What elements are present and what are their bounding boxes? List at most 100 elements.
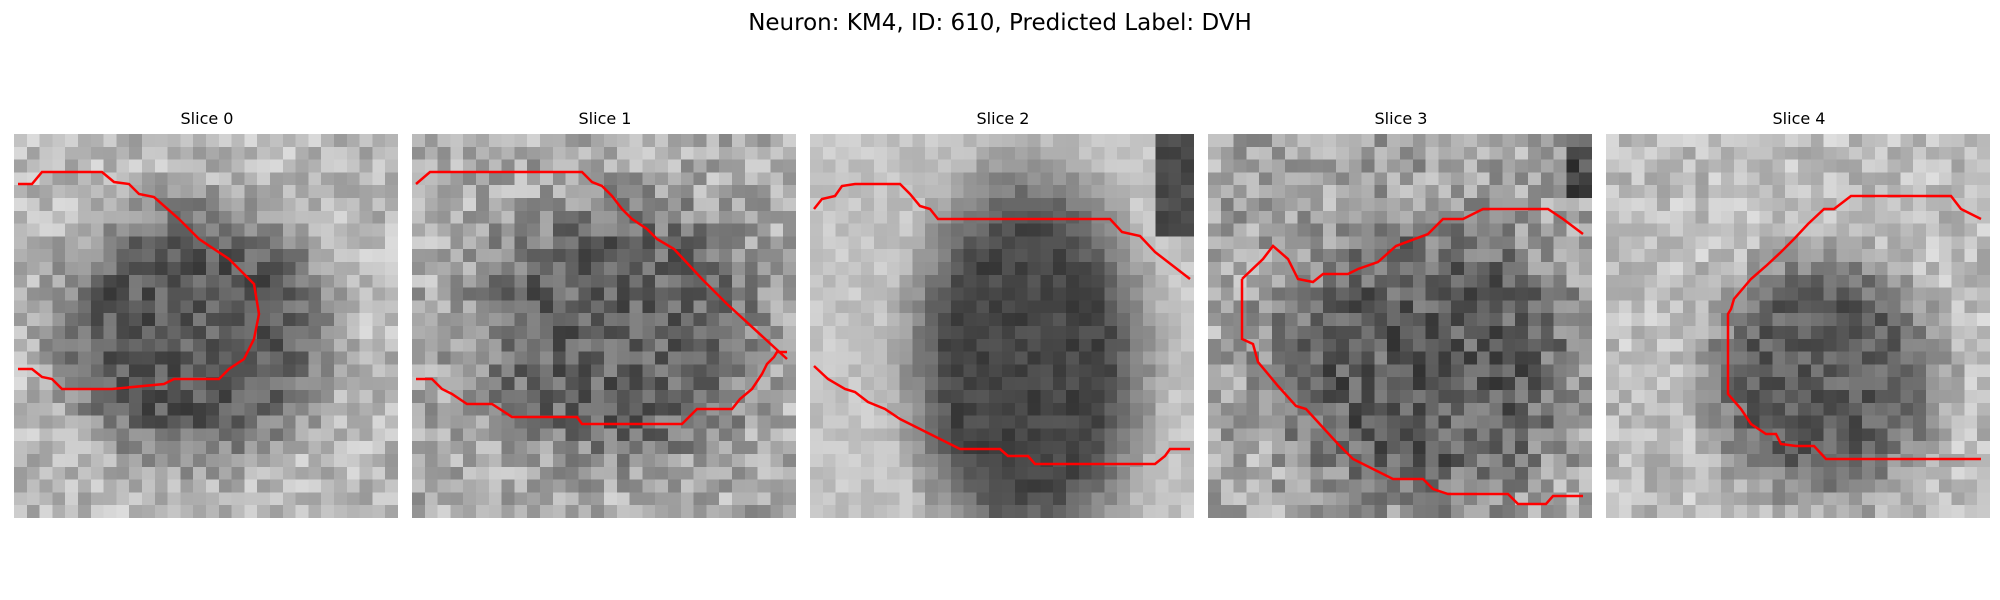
pixel: [14, 172, 28, 186]
pixel: [1387, 223, 1401, 237]
pixel: [488, 479, 503, 493]
pixel: [783, 146, 796, 161]
pixel: [1361, 415, 1375, 429]
pixel: [1464, 198, 1478, 212]
pixel: [270, 428, 284, 442]
pixel: [1142, 287, 1157, 301]
pixel: [976, 338, 990, 353]
pixel: [565, 415, 579, 429]
pixel: [1078, 198, 1093, 212]
pixel: [1618, 428, 1633, 442]
pixel: [989, 390, 1003, 404]
pixel: [1040, 185, 1054, 199]
pixel: [257, 185, 271, 199]
pixel: [540, 300, 554, 314]
pixel: [861, 274, 875, 289]
pixel: [1862, 364, 1876, 378]
pixel: [193, 479, 207, 493]
pixel: [90, 210, 105, 225]
pixel: [1887, 351, 1901, 365]
pixel: [1168, 159, 1182, 173]
pixel: [1874, 428, 1889, 442]
pixel: [963, 134, 977, 148]
pixel: [231, 300, 245, 314]
pixel: [167, 479, 181, 493]
pixel: [1951, 287, 1965, 301]
pixel: [1412, 402, 1427, 417]
pixel: [1002, 262, 1016, 276]
pixel: [1040, 146, 1054, 161]
pixel: [1002, 146, 1016, 161]
pixel: [1412, 338, 1427, 353]
pixel: [1400, 326, 1414, 340]
pixel: [1772, 313, 1786, 327]
pixel: [359, 274, 373, 289]
pixel: [1785, 377, 1799, 391]
pixel: [1515, 428, 1529, 442]
pixel: [116, 466, 130, 481]
pixel: [835, 351, 849, 365]
pixel: [770, 402, 784, 417]
pixel: [1708, 198, 1722, 212]
pixel: [167, 223, 181, 237]
pixel: [540, 313, 554, 327]
pixel: [1284, 249, 1299, 263]
pixel: [1284, 364, 1299, 378]
pixel: [308, 415, 322, 429]
pixel: [1670, 479, 1684, 493]
pixel: [1682, 300, 1697, 314]
pixel: [1323, 338, 1337, 353]
pixel: [1900, 210, 1914, 225]
pixel: [552, 146, 567, 161]
pixel: [1027, 441, 1041, 455]
pixel: [334, 300, 348, 314]
pixel: [142, 505, 156, 518]
pixel: [1053, 428, 1067, 442]
pixel: [1310, 402, 1324, 417]
pixel: [989, 364, 1003, 378]
pixel: [861, 326, 875, 340]
pixel: [1040, 274, 1054, 289]
pixel: [552, 338, 567, 353]
pixel: [642, 146, 656, 161]
pixel: [1451, 172, 1465, 186]
pixel: [706, 262, 720, 276]
pixel: [1849, 236, 1863, 250]
pixel: [1657, 134, 1671, 148]
pixel: [1117, 441, 1131, 455]
pixel: [540, 377, 554, 391]
pixel: [1284, 313, 1299, 327]
pixel: [706, 300, 720, 314]
pixel: [976, 377, 990, 391]
pixel: [1361, 377, 1375, 391]
pixel: [1130, 287, 1144, 301]
pixel: [514, 159, 528, 173]
pixel: [1155, 274, 1169, 289]
pixel: [1734, 377, 1748, 391]
pixel: [359, 172, 373, 186]
pixel: [950, 274, 965, 289]
pixel: [950, 210, 965, 225]
pixel: [1618, 172, 1633, 186]
pixel: [1078, 274, 1093, 289]
pixel: [1887, 287, 1901, 301]
pixel: [257, 198, 271, 212]
pixel: [591, 326, 605, 340]
pixel: [1810, 364, 1825, 378]
pixel: [989, 236, 1003, 250]
pixel: [1142, 326, 1157, 340]
pixel: [1091, 210, 1105, 225]
pixel: [1489, 287, 1503, 301]
pixel: [295, 364, 309, 378]
pixel: [565, 505, 579, 518]
pixel: [565, 300, 579, 314]
pixel: [1053, 466, 1067, 481]
pixel: [989, 249, 1003, 263]
pixel: [308, 351, 322, 365]
pixel: [783, 274, 796, 289]
pixel: [527, 300, 541, 314]
pixel: [1695, 262, 1709, 276]
pixel: [1155, 390, 1169, 404]
pixel: [206, 454, 220, 468]
pixel: [1759, 466, 1773, 481]
